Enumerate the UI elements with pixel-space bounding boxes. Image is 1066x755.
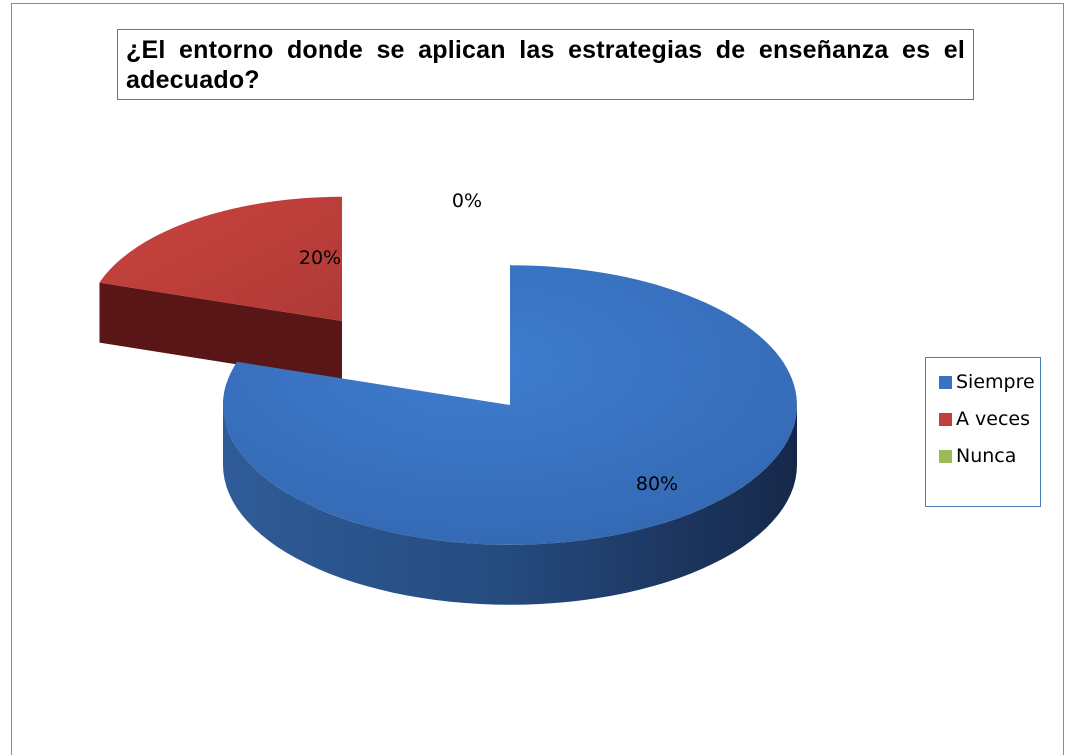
slice-wall-a-veces — [99, 282, 342, 381]
legend-item-nunca: Nunca — [926, 443, 1040, 469]
data-label-siempre: 80% — [636, 473, 678, 495]
legend-swatch-nunca — [939, 449, 952, 463]
legend: Siempre A veces Nunca — [925, 357, 1041, 507]
legend-item-a-veces: A veces — [926, 406, 1040, 432]
chart-title-box: ¿El entorno donde se aplican las estrate… — [117, 29, 974, 100]
legend-item-siempre: Siempre — [926, 369, 1040, 395]
data-label-a-veces: 20% — [299, 247, 341, 269]
legend-label-siempre: Siempre — [956, 371, 1035, 393]
legend-label-a-veces: A veces — [956, 408, 1031, 430]
legend-swatch-siempre — [939, 375, 952, 389]
legend-swatch-a-veces — [939, 412, 952, 426]
slice-rim-0 — [223, 405, 797, 605]
legend-label-nunca: Nunca — [956, 445, 1017, 467]
slice-a-veces — [99, 196, 342, 321]
data-label-nunca: 0% — [452, 190, 482, 212]
slice-side-a-veces — [99, 282, 342, 381]
slice-siempre — [223, 265, 797, 545]
chart-title: ¿El entorno donde se aplican las estrate… — [126, 36, 965, 94]
